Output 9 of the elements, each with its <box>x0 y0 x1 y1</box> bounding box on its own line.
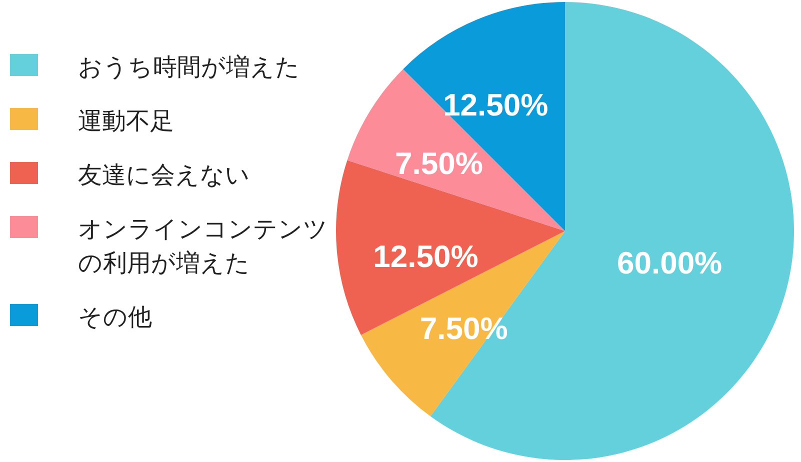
legend-label: その他 <box>78 302 153 333</box>
data-label: 12.50% <box>443 88 548 123</box>
legend-label: 友達に会えない <box>78 160 251 191</box>
data-label: 7.50% <box>395 146 483 182</box>
data-label: 60.00% <box>616 246 722 281</box>
legend-label: おうち時間が増えた <box>78 52 301 83</box>
legend-label: オンラインコンテンツの利用が増えた <box>78 214 328 279</box>
legend-label: 運動不足 <box>78 106 175 137</box>
data-label: 12.50% <box>373 239 478 274</box>
